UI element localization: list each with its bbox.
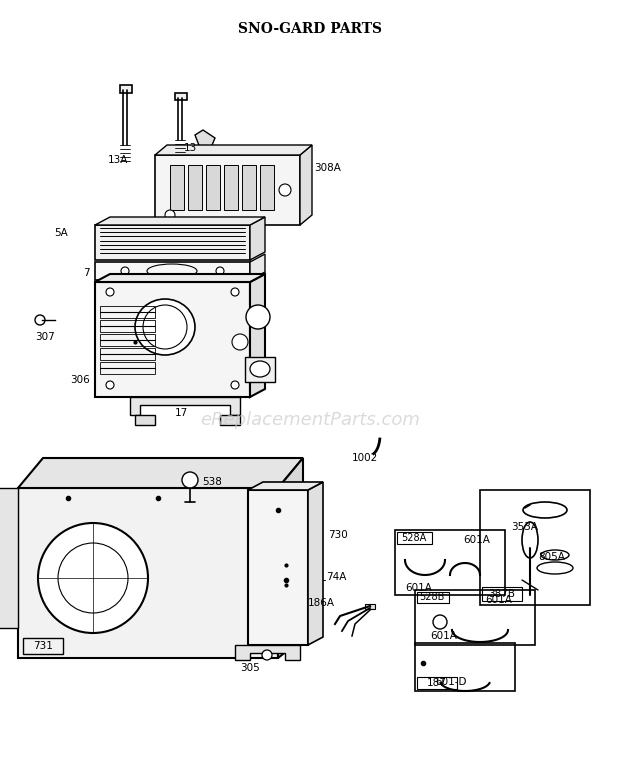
Polygon shape [250,274,265,397]
Circle shape [279,184,291,196]
Bar [220,415,240,425]
Circle shape [121,267,129,275]
Polygon shape [248,488,278,558]
Polygon shape [248,482,323,490]
Bar [206,165,220,210]
Text: 13: 13 [184,143,197,153]
Text: 601A: 601A [405,583,432,593]
Text: 307: 307 [35,332,55,342]
Polygon shape [0,488,18,628]
Text: 13A: 13A [108,155,128,165]
Text: 601-D: 601-D [435,677,466,687]
Bar [135,415,155,425]
Polygon shape [308,482,323,645]
Bar [248,490,308,645]
Text: 601A: 601A [430,631,457,641]
Text: 1002: 1002 [352,453,378,463]
Circle shape [231,381,239,389]
Circle shape [38,523,148,633]
Text: 305: 305 [240,663,260,673]
Bar [100,362,155,374]
Text: 7: 7 [83,268,90,278]
Circle shape [106,288,114,296]
Ellipse shape [250,361,270,377]
Circle shape [262,650,272,660]
Bar [95,282,250,397]
Bar [224,165,238,210]
Bar [245,357,275,382]
Polygon shape [18,458,303,488]
Bar [95,262,250,280]
Text: 601A: 601A [463,535,490,545]
Text: 187: 187 [427,678,447,688]
Ellipse shape [135,299,195,355]
Polygon shape [235,645,300,660]
Bar [417,677,457,689]
Bar [100,334,155,346]
Text: 186A: 186A [308,598,335,608]
Text: 805A: 805A [538,552,565,562]
Text: 74A: 74A [326,572,347,582]
Text: 5A: 5A [55,228,68,238]
Circle shape [216,267,224,275]
Bar [170,165,184,210]
Bar [100,320,155,332]
Text: 308A: 308A [314,163,341,173]
Bar [188,165,202,210]
Text: 387B: 387B [489,589,515,599]
Bar [482,587,522,601]
Ellipse shape [541,550,569,560]
Circle shape [106,381,114,389]
Polygon shape [130,397,240,415]
Bar [120,85,132,93]
Circle shape [246,305,270,329]
Polygon shape [18,488,278,658]
Polygon shape [250,217,265,260]
Text: eReplacementParts.com: eReplacementParts.com [200,411,420,429]
Bar [242,165,256,210]
Bar [415,590,535,645]
Ellipse shape [522,522,538,558]
Bar [23,638,63,654]
Text: 528A: 528A [401,533,427,543]
Circle shape [231,288,239,296]
Bar [417,592,449,603]
Bar [100,306,155,318]
Polygon shape [95,217,265,225]
Bar [260,165,274,210]
Bar [415,643,515,691]
Polygon shape [195,130,215,150]
Text: 353A: 353A [512,522,539,532]
Bar [397,532,432,544]
Text: SNO-GARD PARTS: SNO-GARD PARTS [238,22,382,36]
Circle shape [433,615,447,629]
Text: 601A: 601A [485,595,512,605]
Bar [365,604,375,609]
Text: 538: 538 [202,477,222,487]
Polygon shape [300,145,312,225]
Circle shape [182,472,198,488]
Circle shape [232,334,248,350]
Bar [175,93,187,100]
Circle shape [143,305,187,349]
Polygon shape [155,145,312,155]
Bar [480,490,590,605]
Text: 731: 731 [33,641,53,651]
Bar [155,155,300,225]
Bar [395,530,505,595]
Bar [95,225,250,260]
Text: 17: 17 [175,408,188,418]
Ellipse shape [523,502,567,518]
Polygon shape [95,274,265,282]
Bar [100,348,155,360]
Polygon shape [250,254,265,280]
Circle shape [35,315,45,325]
Text: 730: 730 [328,530,348,540]
Polygon shape [278,458,303,658]
Ellipse shape [537,562,573,574]
Circle shape [165,210,175,220]
Text: 528B: 528B [419,592,445,602]
Text: 306: 306 [70,375,90,385]
